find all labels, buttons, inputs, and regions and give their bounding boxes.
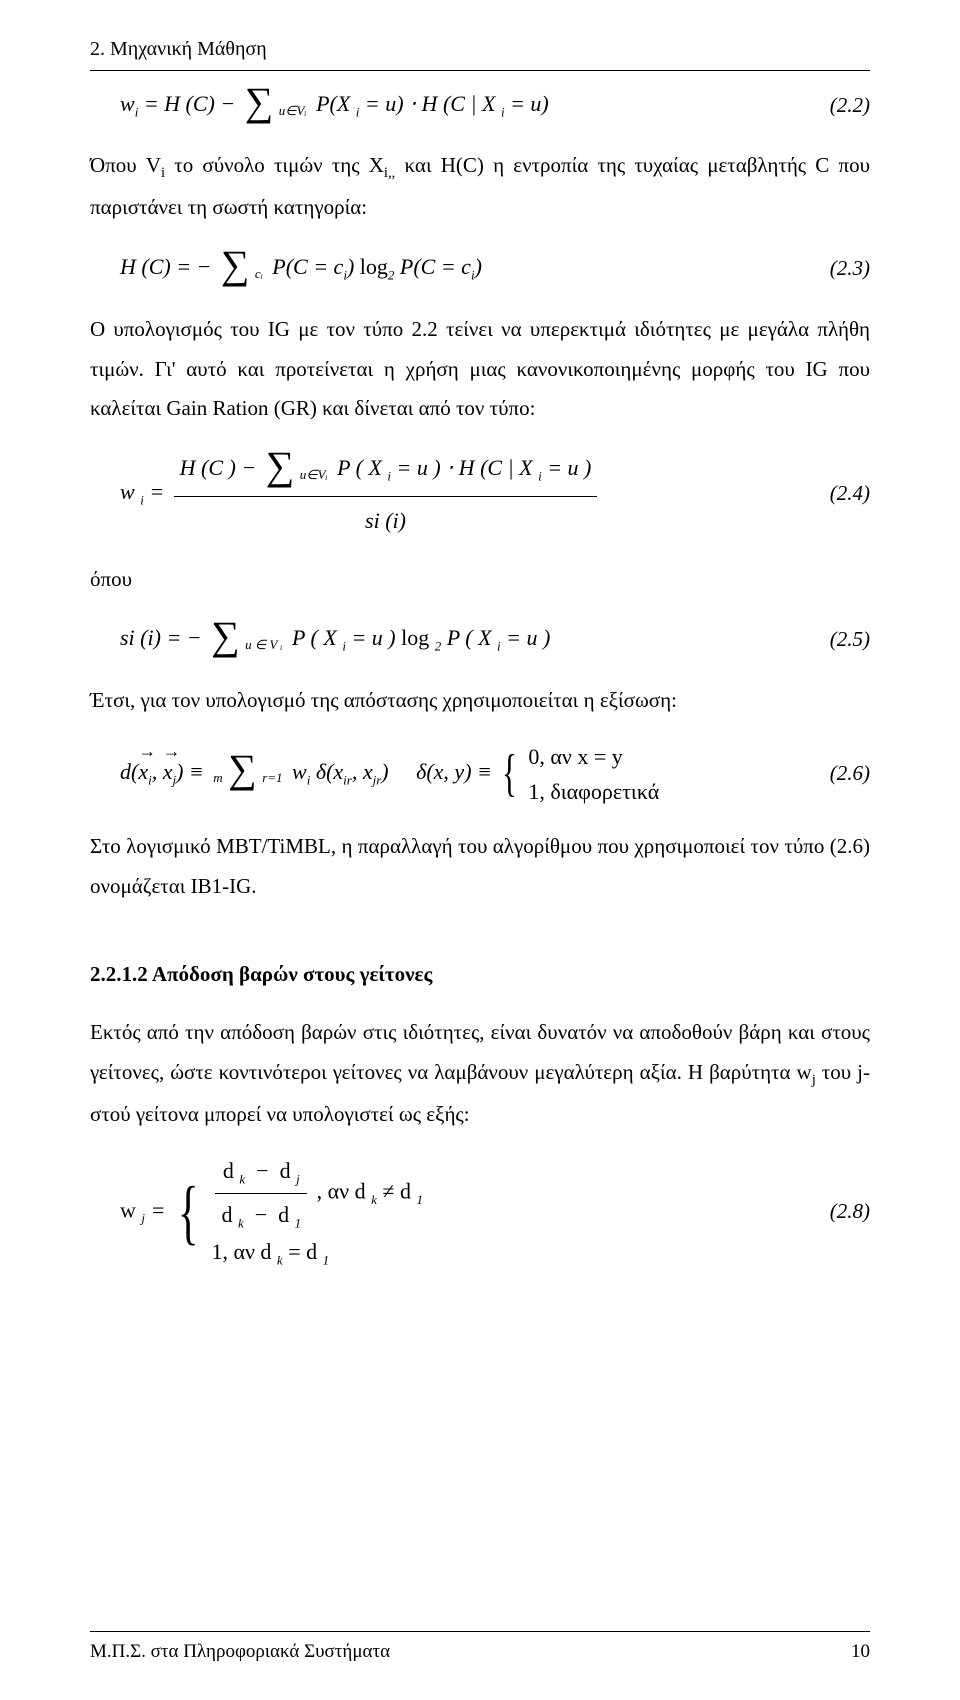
equation-number: (2.5) [790,620,870,660]
equation-number: (2.2) [790,86,870,126]
footer-text-left: Μ.Π.Σ. στα Πληροφοριακά Συστήματα [90,1634,390,1670]
running-header: 2. Μηχανική Μάθηση [90,30,870,71]
equation-2-5: si (i) = − ∑ u ∈ V ᵢ P ( X i = u ) log 2… [90,617,870,662]
heading-2-2-1-2: 2.2.1.2 Απόδοση βαρών στους γείτονες [90,955,870,995]
equation-2-6: d(xi, xj) ≡ m ∑ r=1 wi δ(xir, xjr) δ(x, … [90,739,870,809]
footer-page-number: 10 [851,1634,870,1670]
paragraph-ig: Ο υπολογισμός του IG με τον τύπο 2.2 τεί… [90,310,870,430]
where-label: όπου [90,560,870,600]
paragraph-neighbor-weights: Εκτός από την απόδοση βαρών στις ιδιότητ… [90,1013,870,1135]
paragraph-distance: Έτσι, για τον υπολογισμό της απόστασης χ… [90,681,870,721]
equation-2-3: H (C) = − ∑ cᵢ P(C = ci) log2 P(C = ci) … [90,246,870,291]
equation-number: (2.4) [790,474,870,514]
paragraph-timbl: Στο λογισμικό MBT/TiMBL, η παραλλαγή του… [90,827,870,907]
equation-2-4: w i = H (C ) − ∑ u∈Vᵢ P ( X i = u ) ⋅ H … [90,447,870,541]
equation-2-8: w j = { d k − d j d k − d 1 , αν d k ≠ d… [90,1153,870,1272]
equation-number: (2.3) [790,249,870,289]
equation-number: (2.6) [790,754,870,794]
equation-2-2: wi = H (C) − ∑ u∈Vᵢ P(X i = u) ⋅ H (C | … [90,83,870,128]
equation-number: (2.8) [790,1192,870,1232]
page-footer: Μ.Π.Σ. στα Πληροφοριακά Συστήματα 10 [90,1631,870,1670]
page: 2. Μηχανική Μάθηση wi = H (C) − ∑ u∈Vᵢ P… [0,0,960,1700]
paragraph-vi: Όπου Vi το σύνολο τιμών της Xi,, και H(C… [90,146,870,228]
